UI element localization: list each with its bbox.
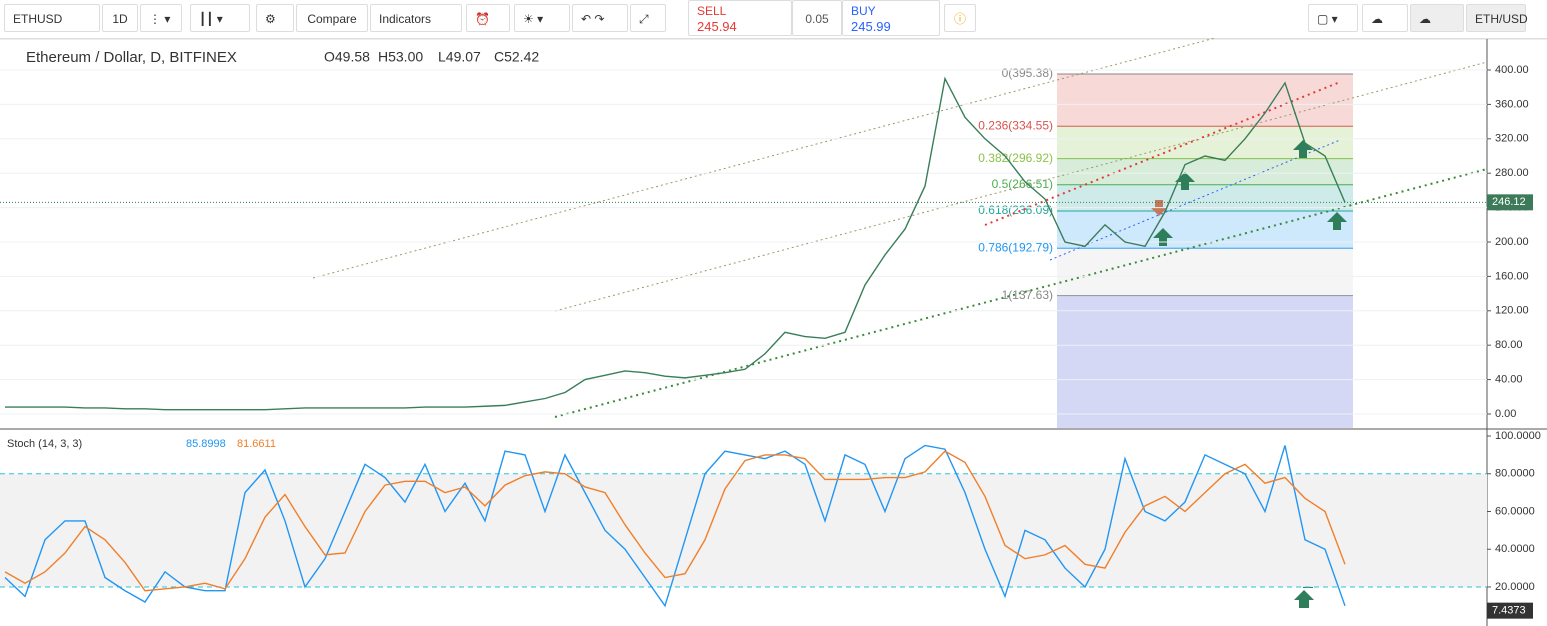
- y-tick-label: 0.00: [1495, 408, 1516, 420]
- last-value-label: 246.12: [1492, 196, 1526, 208]
- template-button[interactable]: ☀ ▾: [514, 4, 570, 32]
- fib-zone: [1057, 73, 1353, 127]
- y-tick-label: 20.0000: [1495, 581, 1535, 593]
- last-value-box: [1487, 194, 1533, 211]
- fib-label: 0.5(266.51): [992, 177, 1053, 191]
- fib-zone: [1057, 295, 1353, 428]
- fib-label: 0(395.38): [1002, 66, 1053, 80]
- info-button[interactable]: ⓘ: [944, 4, 976, 32]
- load-button[interactable]: ☁: [1362, 4, 1408, 32]
- buy-price: 245.99: [851, 19, 891, 34]
- y-tick-label: 200.00: [1495, 236, 1529, 248]
- series-line: [5, 76, 1346, 411]
- fullscreen-button[interactable]: ⤢: [630, 4, 666, 32]
- arrow-icon: [1175, 172, 1195, 190]
- fib-label: 0.618(236.09): [978, 203, 1053, 217]
- trend-line: [554, 61, 1488, 312]
- arrow-icon: [1327, 212, 1347, 230]
- y-tick-label: 360.00: [1495, 98, 1529, 110]
- toolbar: ETHUSD 1D ⋮ ▾ ┃┃ ▾ ⚙ Compare Indicators …: [0, 0, 1547, 39]
- legend-low: L49.07: [438, 49, 481, 65]
- symbol-input[interactable]: ETHUSD: [4, 4, 100, 32]
- y-tick-label: 60.0000: [1495, 505, 1535, 517]
- y-tick-label: 160.00: [1495, 270, 1529, 282]
- interval-button[interactable]: 1D: [102, 4, 138, 32]
- last-value-box: [1487, 602, 1533, 619]
- sell-label: SELL: [697, 4, 727, 18]
- trend-line: [984, 81, 1341, 226]
- fib-label: 0.786(192.79): [978, 240, 1053, 254]
- series-line: [4, 450, 1346, 592]
- fib-zone: [1057, 248, 1353, 296]
- fib-label: 1(137.63): [1002, 288, 1053, 302]
- y-tick-label: 100.0000: [1495, 430, 1541, 442]
- y-tick-label: 80.00: [1495, 339, 1523, 351]
- trend-line: [1049, 139, 1341, 261]
- buy-button[interactable]: BUY 245.99: [842, 0, 940, 36]
- legend-open: O49.58: [324, 49, 370, 65]
- stoch-title: Stoch (14, 3, 3): [7, 438, 82, 450]
- trend-line: [312, 37, 1216, 279]
- y-tick-label: 40.00: [1495, 373, 1523, 385]
- arrow-icon: [1153, 228, 1173, 246]
- undo-redo[interactable]: ↶ ↷: [572, 4, 628, 32]
- last-value-label: 7.4373: [1492, 605, 1526, 617]
- settings-button[interactable]: ⚙: [256, 4, 294, 32]
- fib-zone: [1057, 126, 1353, 159]
- legend-title: Ethereum / Dollar, D, BITFINEX: [26, 49, 237, 66]
- arrow-icon: [1293, 140, 1313, 158]
- alert-button[interactable]: ⏰: [466, 4, 510, 32]
- stoch-d-value: 81.6611: [237, 438, 276, 450]
- fib-zone: [1057, 184, 1353, 211]
- save-button[interactable]: ☁: [1410, 4, 1464, 32]
- fib-label: 0.236(334.55): [978, 118, 1053, 132]
- legend-close: C52.42: [494, 49, 539, 65]
- sell-button[interactable]: SELL 245.94: [688, 0, 792, 36]
- bar-type-button[interactable]: ┃┃ ▾: [190, 4, 250, 32]
- fib-label: 0.382(296.92): [978, 151, 1053, 165]
- y-tick-label: 80.0000: [1495, 468, 1535, 480]
- buy-label: BUY: [851, 4, 876, 18]
- y-tick-label: 120.00: [1495, 305, 1529, 317]
- arrow-icon: [1294, 590, 1314, 608]
- stoch-k-value: 85.8998: [186, 438, 226, 450]
- y-tick-label: 400.00: [1495, 64, 1529, 76]
- sell-price: 245.94: [697, 19, 737, 34]
- stoch-band-fill: [0, 473, 1487, 587]
- fib-zone: [1057, 158, 1353, 185]
- series-line: [4, 444, 1346, 608]
- spread: 0.05: [792, 0, 842, 36]
- pair-button[interactable]: ETH/USD: [1466, 4, 1528, 32]
- y-tick-label: 280.00: [1495, 167, 1529, 179]
- legend-high: H53.00: [378, 49, 423, 65]
- y-tick-label: 40.0000: [1495, 543, 1535, 555]
- y-tick-label: 320.00: [1495, 133, 1529, 145]
- indicators-button[interactable]: Indicators: [370, 4, 462, 32]
- compare-button[interactable]: Compare: [296, 4, 368, 32]
- chart-style-button[interactable]: ⋮ ▾: [140, 4, 182, 32]
- layout-button[interactable]: ▢ ▾: [1308, 4, 1358, 32]
